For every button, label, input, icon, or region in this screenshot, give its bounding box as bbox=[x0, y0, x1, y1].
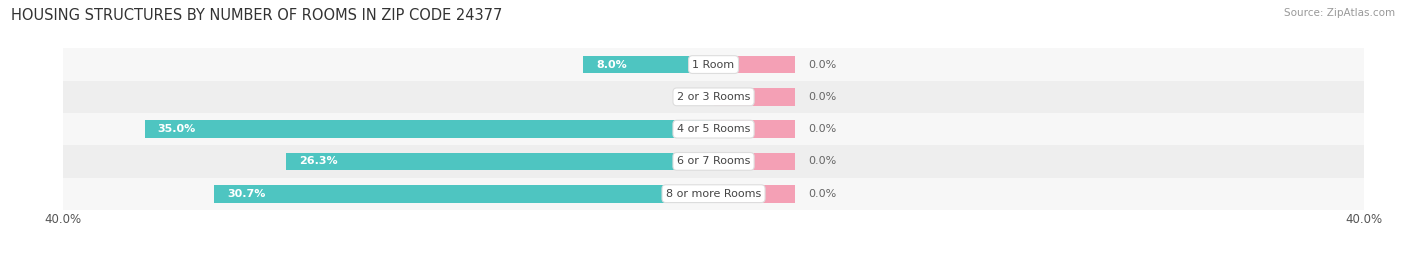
Bar bbox=[713, 120, 794, 138]
Bar bbox=[63, 145, 1364, 178]
Text: 0.0%: 0.0% bbox=[808, 189, 837, 199]
Bar bbox=[285, 153, 713, 170]
Text: 0.0%: 0.0% bbox=[808, 59, 837, 70]
Text: 0.0%: 0.0% bbox=[672, 92, 700, 102]
Text: 8 or more Rooms: 8 or more Rooms bbox=[666, 189, 761, 199]
Bar bbox=[215, 185, 713, 203]
Legend: Owner-occupied, Renter-occupied: Owner-occupied, Renter-occupied bbox=[591, 266, 837, 269]
Text: 35.0%: 35.0% bbox=[157, 124, 195, 134]
Bar bbox=[583, 56, 713, 73]
Text: 6 or 7 Rooms: 6 or 7 Rooms bbox=[676, 156, 751, 167]
Bar bbox=[145, 120, 713, 138]
Bar bbox=[63, 113, 1364, 145]
Text: HOUSING STRUCTURES BY NUMBER OF ROOMS IN ZIP CODE 24377: HOUSING STRUCTURES BY NUMBER OF ROOMS IN… bbox=[11, 8, 502, 23]
Bar bbox=[713, 185, 794, 203]
Bar bbox=[63, 48, 1364, 81]
Text: 26.3%: 26.3% bbox=[299, 156, 337, 167]
Text: 30.7%: 30.7% bbox=[228, 189, 266, 199]
Bar bbox=[713, 88, 794, 106]
Text: Source: ZipAtlas.com: Source: ZipAtlas.com bbox=[1284, 8, 1395, 18]
Bar bbox=[713, 153, 794, 170]
Text: 0.0%: 0.0% bbox=[808, 124, 837, 134]
Text: 2 or 3 Rooms: 2 or 3 Rooms bbox=[676, 92, 751, 102]
Text: 4 or 5 Rooms: 4 or 5 Rooms bbox=[676, 124, 751, 134]
Bar bbox=[63, 81, 1364, 113]
Text: 0.0%: 0.0% bbox=[808, 92, 837, 102]
Bar bbox=[63, 178, 1364, 210]
Bar bbox=[713, 56, 794, 73]
Text: 8.0%: 8.0% bbox=[596, 59, 627, 70]
Text: 0.0%: 0.0% bbox=[808, 156, 837, 167]
Text: 1 Room: 1 Room bbox=[693, 59, 734, 70]
